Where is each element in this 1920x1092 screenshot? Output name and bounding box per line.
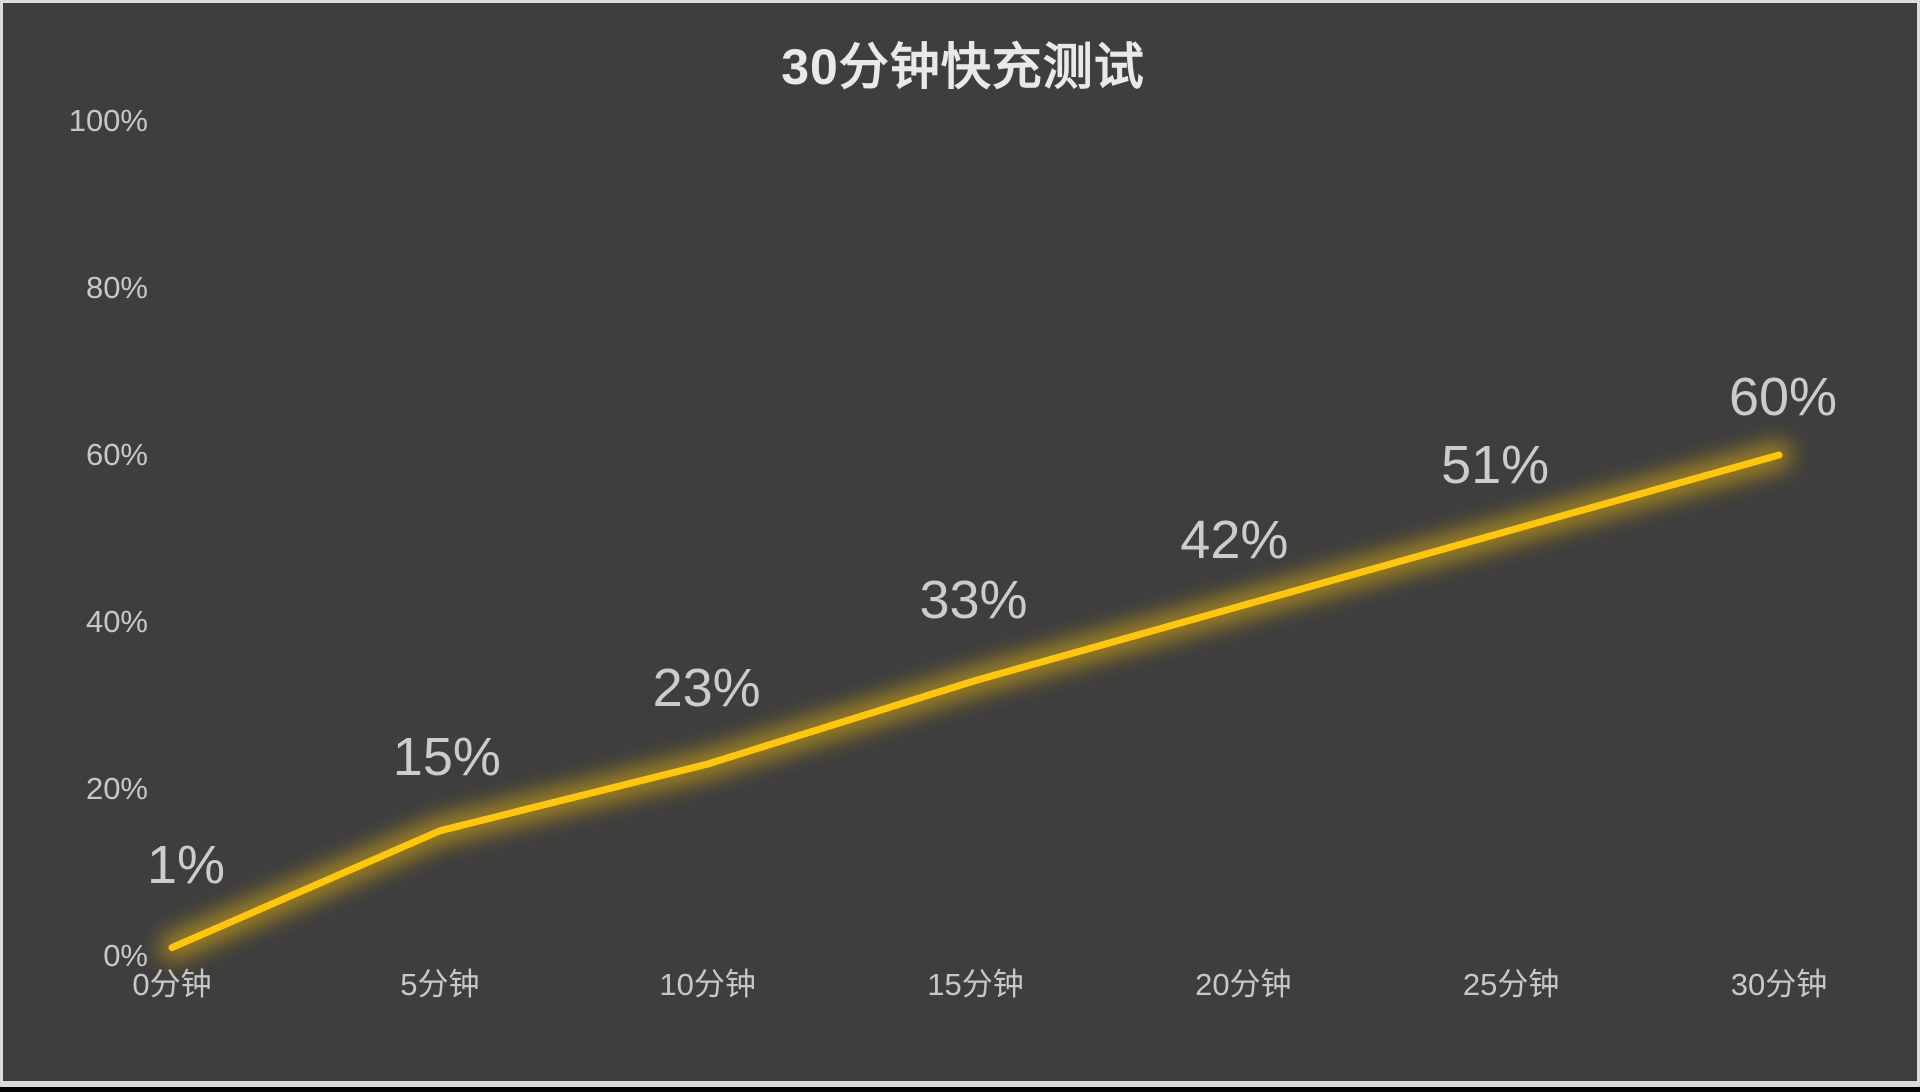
y-axis-tick-40: 40% — [85, 604, 148, 639]
x-axis-tick-5min: 5分钟 — [400, 967, 480, 1002]
y-axis-tick-80: 80% — [85, 270, 148, 305]
data-label-10min: 23% — [652, 657, 761, 718]
x-axis-tick-30min: 30分钟 — [1730, 967, 1828, 1002]
line-glow-inner — [165, 448, 1786, 955]
y-axis-tick-20: 20% — [85, 771, 148, 806]
data-label-30min: 60% — [1728, 367, 1838, 427]
y-axis-tick-0: 0% — [103, 938, 148, 973]
x-axis-tick-20min: 20分钟 — [1195, 967, 1292, 1002]
y-axis-tick-60: 60% — [85, 437, 148, 472]
data-label-20min: 42% — [1180, 510, 1289, 571]
data-label-15min: 33% — [919, 570, 1028, 631]
x-axis-tick-10min: 10分钟 — [659, 967, 756, 1002]
x-axis-tick-15min: 15分钟 — [927, 967, 1024, 1002]
x-axis-tick-25min: 25分钟 — [1462, 967, 1560, 1002]
battery-charge-line — [168, 451, 1783, 952]
data-label-5min: 15% — [392, 726, 501, 787]
y-axis-tick-100: 100% — [68, 103, 148, 138]
data-label-25min: 51% — [1441, 435, 1550, 496]
bottom-bar — [0, 1087, 1920, 1092]
data-label-0min: 1% — [146, 834, 226, 895]
chart-title: 30分钟快充测试 — [781, 39, 1145, 95]
x-axis-tick-0min: 0分钟 — [132, 967, 212, 1002]
